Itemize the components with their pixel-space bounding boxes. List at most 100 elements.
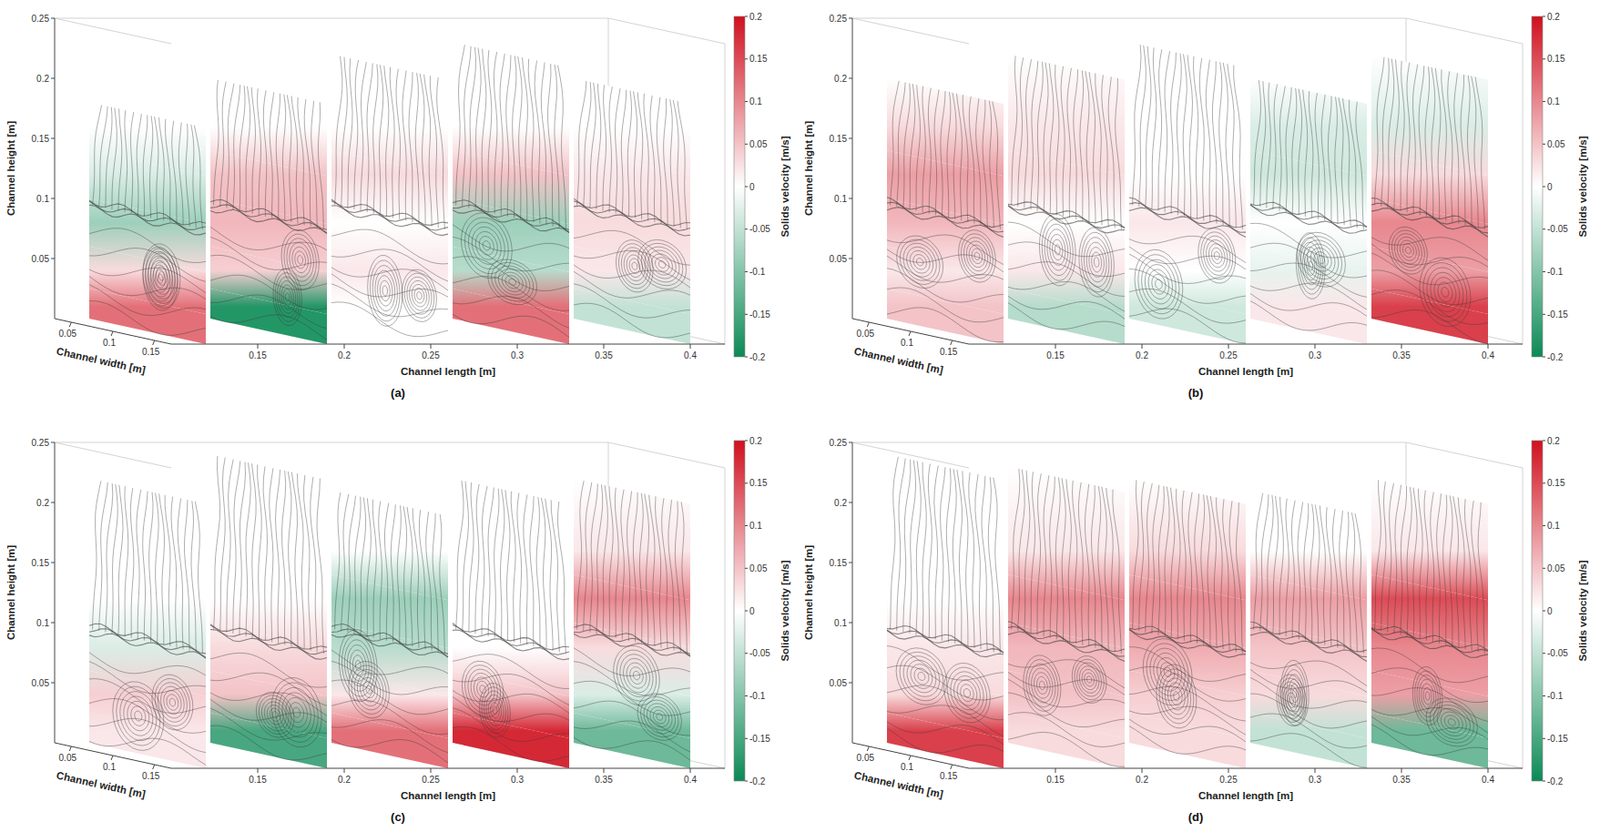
height-tick [848, 78, 853, 80]
length-tick [1228, 768, 1230, 774]
streamline [1129, 207, 1246, 237]
vortex-streamline [152, 674, 194, 731]
streamline [297, 97, 305, 225]
colorbar-tick [1542, 781, 1546, 783]
vortex-streamline [1206, 240, 1228, 273]
vortex-streamline [626, 662, 647, 689]
streamline [1371, 310, 1488, 345]
vortex-streamline [963, 237, 990, 276]
height-tick-label: 0.1 [36, 193, 50, 204]
vortex-streamline [1153, 652, 1183, 692]
streamline [1406, 62, 1410, 213]
slice [1008, 54, 1125, 345]
length-tick-label: 0.2 [337, 350, 351, 361]
streamline [210, 200, 327, 231]
streamline [677, 101, 687, 230]
streamline [934, 466, 939, 641]
vortex-streamline [279, 281, 296, 315]
vortex-streamline [907, 246, 934, 277]
width-tick-label: 0.1 [900, 337, 914, 348]
streamline [590, 483, 599, 632]
colorbar-tick [744, 781, 748, 783]
width-axis-title: Channel width [m] [853, 346, 945, 377]
streamline [193, 125, 203, 230]
vortex-streamline [271, 678, 322, 748]
streamline [1008, 205, 1125, 229]
streamline [177, 499, 184, 651]
streamline [1008, 262, 1125, 297]
slice [886, 78, 1004, 345]
streamline [452, 314, 570, 337]
colorbar-tick [1542, 16, 1546, 18]
vortex-streamline [896, 235, 944, 289]
vortex-streamline [1081, 232, 1112, 292]
streamline [1194, 493, 1200, 644]
streamline [500, 489, 505, 640]
streamline [257, 88, 262, 215]
streamline [1387, 59, 1395, 209]
vortex-streamline [1421, 683, 1435, 710]
vortex-streamline [1093, 257, 1100, 268]
streamline [614, 488, 619, 639]
vortex-streamline [273, 268, 302, 326]
vortex-streamline [409, 280, 430, 311]
slice [1129, 41, 1246, 345]
streamline [452, 224, 570, 252]
colorbar-tick-label: -0.15 [749, 733, 771, 744]
streamline [1475, 77, 1485, 230]
streamline [1250, 204, 1367, 229]
streamline [412, 508, 419, 648]
streamline [159, 117, 165, 221]
streamline [528, 59, 534, 223]
streamline [1413, 488, 1417, 639]
vortex-streamline [652, 254, 673, 276]
streamline [136, 113, 142, 215]
height-axis-title: Channel height [m] [5, 545, 17, 641]
slice [210, 454, 327, 769]
streamline [1008, 295, 1125, 319]
streamline [426, 511, 433, 652]
vortex-streamline [1440, 712, 1463, 734]
streamline [1355, 513, 1364, 654]
streamline [627, 491, 632, 642]
streamline [946, 468, 951, 643]
axes [848, 18, 1523, 349]
streamlines [452, 480, 570, 763]
vortex-streamline [281, 285, 295, 310]
height-tick [50, 138, 55, 140]
vortex-streamline [913, 254, 928, 270]
streamline [1297, 501, 1304, 640]
streamline [124, 486, 129, 637]
length-tick-label: 0.25 [1219, 350, 1238, 361]
vortex-streamline [468, 669, 499, 710]
streamline [1279, 497, 1284, 636]
vortex-streamline [1402, 244, 1414, 258]
streamline [1008, 732, 1125, 767]
streamline [558, 65, 567, 230]
streamline [331, 229, 449, 265]
streamline [643, 93, 649, 222]
streamline [210, 630, 327, 661]
streamline [663, 98, 668, 225]
streamline [1279, 85, 1285, 211]
streamline [922, 462, 927, 638]
streamline [1024, 470, 1030, 633]
streamline [1151, 485, 1160, 634]
streamline [1273, 84, 1278, 211]
colorbar-tick-label: 0.15 [749, 53, 768, 64]
height-tick [50, 682, 55, 684]
length-tick [1141, 768, 1143, 774]
vortex-streamline [1023, 655, 1061, 716]
streamline [1371, 648, 1488, 683]
vortex-streamline [498, 269, 527, 296]
streamline [233, 460, 241, 634]
streamline [1229, 500, 1236, 653]
length-axis-line [968, 768, 1523, 770]
vortex-streamline [1447, 719, 1456, 727]
streamline [89, 652, 206, 676]
vortex-streamline [641, 243, 683, 286]
vortex-streamline [417, 292, 422, 300]
vortex-streamline [1423, 688, 1432, 705]
vortex-streamline [1425, 692, 1430, 701]
streamline [596, 484, 603, 634]
